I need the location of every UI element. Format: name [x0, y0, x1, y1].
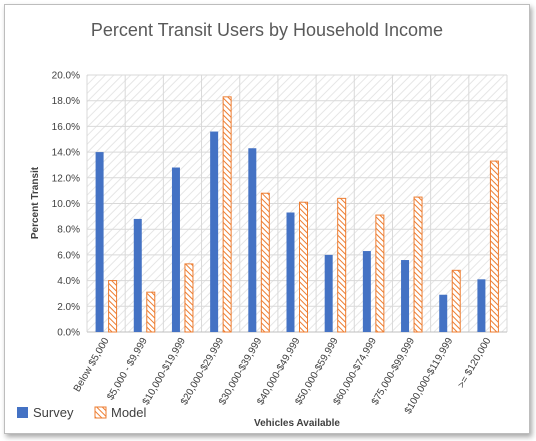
chart-svg: Percent Transit Users by Household Incom…: [17, 20, 508, 429]
model-bar: [489, 160, 499, 333]
survey-bar: [439, 294, 448, 332]
model-bar: [375, 214, 385, 333]
x-tick-label: $5,000 - $9,999: [105, 336, 150, 403]
survey-bar: [286, 212, 295, 332]
survey-bar: [248, 148, 257, 332]
chart-frame: Percent Transit Users by Household Incom…: [4, 4, 530, 434]
survey-bar: [95, 152, 104, 332]
y-tick-label: 18.0%: [52, 96, 80, 107]
model-bar: [413, 196, 423, 333]
y-tick-label: 4.0%: [57, 276, 80, 287]
gridlines: [86, 74, 508, 333]
chart-title: Percent Transit Users by Household Incom…: [91, 20, 443, 40]
y-tick-label: 12.0%: [52, 173, 80, 184]
model-bar: [299, 201, 308, 333]
y-tick-label: 16.0%: [52, 122, 80, 133]
legend: Survey Model: [17, 405, 147, 420]
y-tick-label: 0.0%: [57, 328, 80, 339]
legend-survey-swatch: [17, 407, 28, 418]
x-tick-labels: Below $5,000$5,000 - $9,999$10,000-$19,9…: [72, 336, 494, 416]
model-bar: [146, 291, 156, 333]
y-axis-label: Percent Transit: [30, 166, 41, 239]
y-tick-labels: 0.0% 2.0% 4.0% 6.0% 8.0% 10.0% 12.0% 14.0% 16.0%…: [52, 71, 80, 339]
survey-bar: [362, 251, 371, 332]
legend-survey-label: Survey: [33, 405, 74, 420]
model-bar: [184, 263, 194, 333]
survey-bar: [401, 260, 410, 332]
x-tick-label: Below $5,000: [72, 336, 112, 394]
y-tick-label: 20.0%: [52, 71, 80, 82]
legend-model-label: Model: [111, 405, 147, 420]
survey-bar: [133, 218, 142, 332]
survey-bar: [171, 167, 180, 332]
y-tick-label: 6.0%: [57, 250, 80, 261]
model-bar: [451, 269, 461, 333]
model-bar: [108, 280, 118, 333]
bars: [95, 96, 499, 333]
x-axis-label: Vehicles Available: [254, 418, 340, 429]
survey-bar: [210, 131, 219, 332]
model-bar: [337, 197, 347, 333]
legend-model-swatch: [94, 406, 107, 419]
y-tick-label: 2.0%: [57, 302, 80, 313]
x-tick-label: >= $120,000: [456, 336, 494, 391]
survey-bar: [477, 279, 486, 332]
survey-bar: [324, 254, 333, 332]
y-tick-label: 14.0%: [52, 148, 80, 159]
model-bar: [222, 96, 232, 333]
y-tick-label: 10.0%: [52, 199, 80, 210]
model-bar: [260, 192, 270, 333]
y-tick-label: 8.0%: [57, 225, 80, 236]
